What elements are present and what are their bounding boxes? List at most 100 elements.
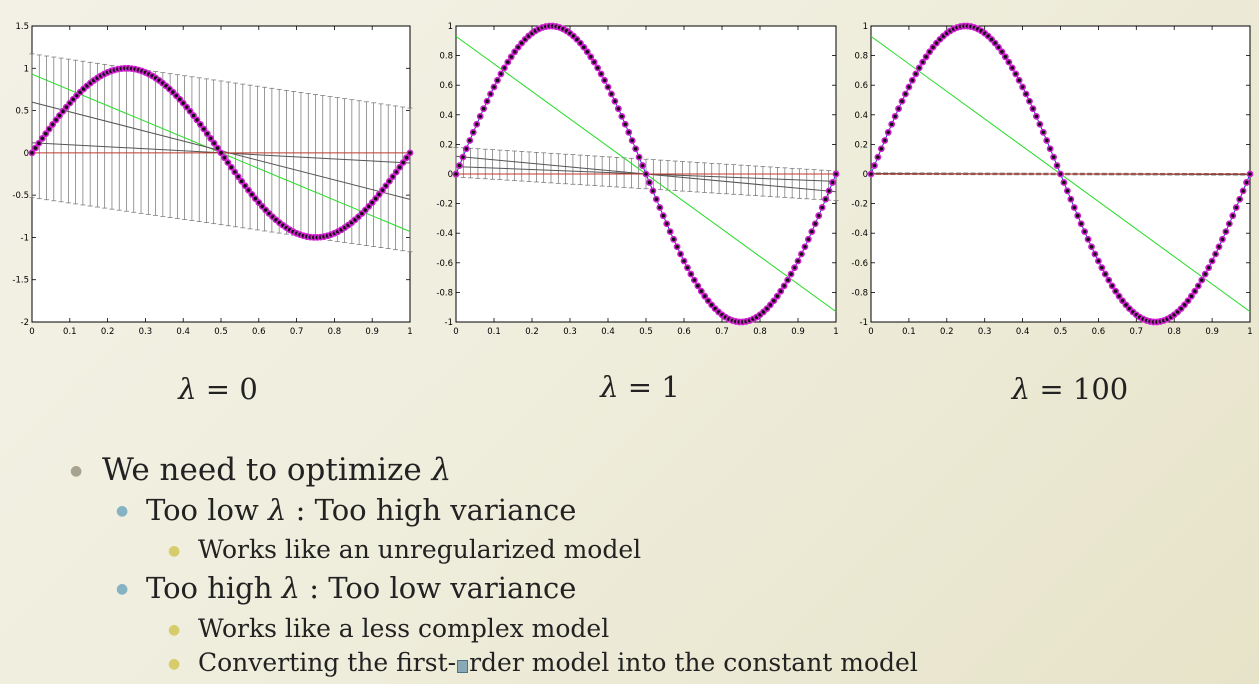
sample-point bbox=[1101, 270, 1109, 278]
sample-point bbox=[382, 182, 390, 190]
sample-point bbox=[1098, 264, 1106, 272]
sample-point bbox=[1225, 220, 1233, 228]
sample-point bbox=[483, 97, 491, 105]
sample-point bbox=[28, 149, 36, 157]
y-tick-label: -0.4 bbox=[851, 229, 868, 239]
sample-point bbox=[385, 177, 393, 185]
sample-point bbox=[217, 149, 225, 157]
caption-lambda-100: λ = 100 bbox=[970, 372, 1170, 406]
sample-point bbox=[877, 145, 885, 153]
sample-point bbox=[224, 159, 232, 166]
sample-point bbox=[704, 297, 712, 305]
sample-point bbox=[1070, 204, 1078, 211]
lambda-symbol: λ bbox=[268, 493, 287, 527]
x-tick-label: 0.4 bbox=[601, 327, 615, 337]
sample-point bbox=[59, 107, 67, 115]
y-tick-label: 0 bbox=[24, 149, 29, 159]
sample-point bbox=[1091, 250, 1099, 258]
sample-point bbox=[52, 116, 60, 124]
sample-point bbox=[663, 220, 671, 228]
sample-point bbox=[1074, 212, 1082, 220]
sample-point bbox=[694, 282, 702, 290]
sample-point bbox=[200, 125, 208, 133]
sample-point bbox=[1184, 297, 1192, 305]
sample-point bbox=[621, 120, 629, 128]
sample-point bbox=[203, 130, 211, 138]
sample-point bbox=[642, 170, 650, 178]
y-tick-label: 0.8 bbox=[854, 52, 868, 62]
y-tick-label: 0.6 bbox=[439, 81, 453, 91]
sample-point bbox=[1084, 235, 1092, 243]
sample-point bbox=[42, 130, 50, 138]
x-tick-label: 0.7 bbox=[715, 327, 729, 337]
sample-point bbox=[196, 121, 204, 128]
chart-lambda-1: 0 0.1 0.2 0.3 0.4 0.5 0.6 0.7 0.8 0.9 1 -1 -0.8 -0.6 -… bbox=[436, 22, 840, 337]
sample-point bbox=[497, 70, 505, 78]
sample-point bbox=[697, 287, 705, 295]
x-tick-label: 0.1 bbox=[902, 327, 916, 337]
sample-point bbox=[214, 144, 221, 152]
sample-point bbox=[639, 162, 646, 169]
sample-point bbox=[618, 112, 626, 120]
sample-point bbox=[186, 107, 194, 115]
sample-point bbox=[804, 235, 812, 243]
sample-point bbox=[35, 139, 43, 147]
x-tick-label: 1 bbox=[833, 327, 838, 337]
sample-point bbox=[690, 276, 698, 284]
y-tick-label: 0.2 bbox=[439, 140, 453, 150]
sample-point bbox=[646, 179, 653, 186]
y-tick-label: 0.4 bbox=[439, 111, 453, 121]
lambda-symbol: λ bbox=[281, 571, 301, 605]
x-tick-label: 0.7 bbox=[290, 327, 304, 337]
x-tick-label: 0.8 bbox=[1167, 327, 1181, 337]
y-tick-label: -1 bbox=[445, 318, 453, 328]
sample-point bbox=[1039, 128, 1047, 136]
sample-point bbox=[379, 186, 386, 194]
caption-lambda-1: λ = 1 bbox=[540, 370, 740, 404]
sample-point bbox=[1060, 179, 1068, 186]
y-tick-label: 0.2 bbox=[854, 140, 868, 150]
sample-point bbox=[1019, 83, 1026, 91]
y-tick-label: 0.4 bbox=[854, 111, 868, 121]
sample-point bbox=[1222, 228, 1230, 236]
sample-point bbox=[1105, 276, 1113, 284]
sample-point bbox=[926, 48, 933, 56]
sample-point bbox=[895, 105, 902, 113]
x-tick-label: 0.4 bbox=[1016, 327, 1030, 337]
sample-point bbox=[632, 145, 640, 153]
sample-point bbox=[594, 64, 602, 72]
bullet-dot: ● bbox=[168, 656, 181, 672]
x-tick-label: 0.1 bbox=[63, 327, 77, 337]
sample-point bbox=[45, 125, 53, 133]
sample-point bbox=[583, 48, 591, 56]
bullet-dot: ● bbox=[116, 503, 129, 519]
sample-point bbox=[49, 121, 57, 128]
sample-point bbox=[590, 58, 598, 66]
sample-point bbox=[1236, 195, 1244, 203]
caption-lambda-0: λ = 0 bbox=[118, 372, 318, 406]
sample-point bbox=[701, 292, 709, 300]
sample-point bbox=[1081, 228, 1089, 236]
sample-point bbox=[687, 270, 695, 278]
bullet-text: Works like a less complex model bbox=[198, 614, 610, 643]
sample-point bbox=[898, 97, 906, 105]
sample-point bbox=[1063, 187, 1071, 195]
sample-point bbox=[919, 58, 927, 66]
sample-point bbox=[456, 162, 463, 169]
sample-point bbox=[815, 212, 823, 220]
sample-point bbox=[1050, 153, 1058, 161]
y-tick-label: -0.2 bbox=[436, 200, 453, 210]
sample-point bbox=[1229, 212, 1237, 220]
lambda-symbol: λ bbox=[600, 370, 619, 404]
sample-point bbox=[902, 90, 909, 98]
text-cursor-marker bbox=[457, 660, 469, 673]
sample-point bbox=[832, 170, 840, 178]
sample-point bbox=[179, 99, 187, 107]
x-tick-label: 0.6 bbox=[677, 327, 691, 337]
sample-point bbox=[1115, 292, 1123, 300]
sample-point bbox=[1215, 243, 1223, 251]
sample-point bbox=[608, 90, 615, 98]
sample-point bbox=[241, 182, 249, 190]
sample-point bbox=[32, 144, 39, 152]
sample-point bbox=[1246, 170, 1254, 178]
